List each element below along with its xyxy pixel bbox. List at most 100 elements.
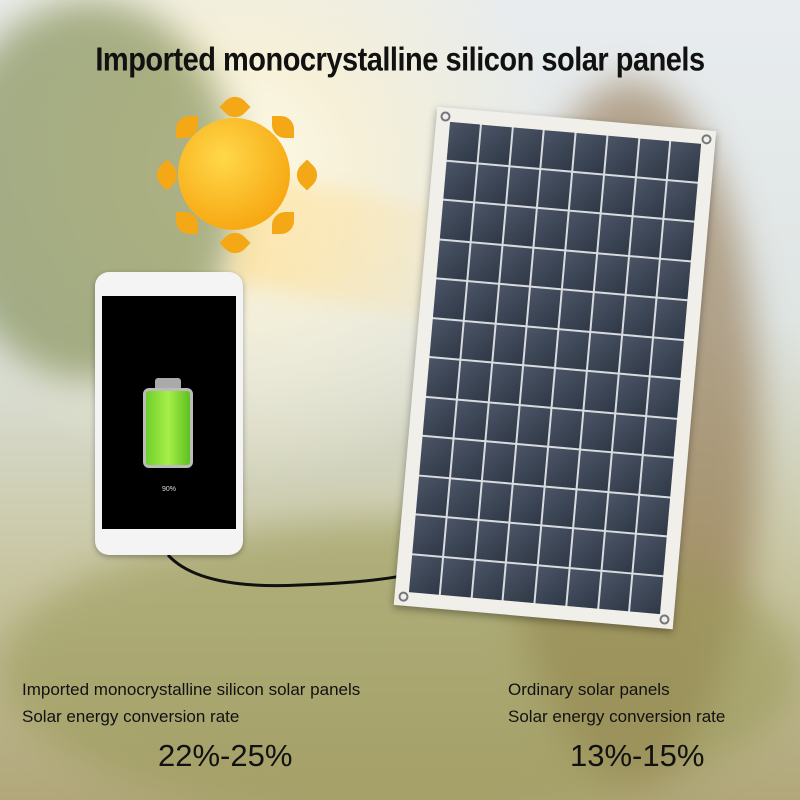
solar-cell [573, 132, 607, 173]
solar-cell [654, 298, 688, 339]
solar-cell [640, 456, 674, 497]
solar-cell [468, 242, 501, 283]
solar-cell [479, 481, 512, 522]
solar-cell [475, 520, 509, 561]
solar-cell [450, 439, 484, 480]
solar-cell [436, 239, 470, 280]
solar-cell [478, 124, 512, 165]
solar-cell [629, 217, 663, 258]
right-description: Ordinary solar panels Solar energy conve… [508, 676, 725, 730]
solar-cell [503, 206, 537, 247]
solar-cell [668, 141, 702, 182]
solar-cell [657, 259, 691, 300]
solar-cell [598, 571, 632, 612]
solar-cell [573, 489, 607, 530]
left-rate: 22%-25% [158, 738, 293, 773]
solar-cell [535, 565, 569, 606]
solar-cell [464, 282, 498, 323]
solar-cell [422, 397, 456, 438]
solar-cell [636, 138, 670, 179]
solar-cell [510, 484, 544, 525]
solar-cell [637, 495, 671, 536]
solar-cell [604, 135, 638, 176]
solar-cell [567, 568, 600, 609]
solar-cell [433, 279, 466, 320]
right-rate: 13%-15% [570, 738, 705, 773]
solar-cell [664, 180, 698, 221]
solar-cell [447, 478, 481, 519]
left-description: Imported monocrystalline silicon solar p… [22, 676, 360, 730]
solar-cell [647, 377, 681, 418]
solar-cell [408, 554, 442, 595]
battery-percent: 90% [161, 486, 176, 493]
right-line1: Ordinary solar panels [508, 680, 670, 699]
solar-cell [605, 492, 639, 533]
solar-cell [527, 287, 561, 328]
solar-cell [446, 121, 480, 162]
solar-cell [626, 256, 660, 297]
solar-cell [514, 445, 548, 485]
solar-cell [439, 200, 473, 241]
solar-cell [471, 203, 505, 244]
solar-cell [457, 360, 491, 401]
solar-cell [598, 214, 631, 255]
solar-cell [443, 161, 477, 202]
solar-cell [521, 366, 554, 407]
solar-cell [415, 476, 449, 517]
solar-cell [429, 318, 463, 359]
solar-cell [474, 164, 508, 204]
solar-cell [570, 529, 604, 570]
solar-cell [534, 208, 568, 249]
solar-cell [472, 560, 506, 601]
solar-cell [594, 253, 628, 294]
solar-cell [541, 130, 575, 171]
solar-panel [393, 106, 717, 630]
solar-cell [524, 326, 558, 367]
phone-screen: 90% [102, 296, 236, 529]
solar-cell [482, 442, 516, 483]
battery-icon [143, 388, 193, 468]
solar-cell [542, 487, 576, 528]
solar-cell [419, 436, 453, 477]
solar-cell [506, 166, 540, 207]
solar-cell [492, 324, 526, 365]
solar-cell [602, 532, 636, 572]
solar-cell [489, 363, 523, 404]
solar-cell [584, 371, 618, 412]
solar-cell [496, 284, 530, 325]
solar-cell [615, 374, 649, 415]
solar-cell [549, 408, 583, 449]
solar-cell [545, 447, 579, 488]
solar-cell [499, 245, 533, 286]
solar-cell [587, 332, 621, 373]
solar-cell [517, 405, 551, 446]
solar-cell [507, 523, 541, 564]
solar-cell [556, 329, 589, 370]
right-line2: Solar energy conversion rate [508, 707, 726, 726]
solar-cell [538, 526, 572, 567]
solar-cell [577, 450, 611, 491]
smartphone: 90% [95, 272, 243, 555]
solar-cell [566, 211, 600, 252]
solar-cell [609, 453, 642, 494]
solar-cell [531, 248, 565, 289]
solar-cell [538, 169, 572, 210]
solar-cell [661, 219, 695, 260]
solar-cell [612, 413, 646, 454]
solar-cell [591, 293, 625, 334]
solar-cell [461, 321, 495, 362]
solar-cells [408, 121, 702, 615]
left-line1: Imported monocrystalline silicon solar p… [22, 680, 361, 699]
solar-cell [622, 295, 656, 336]
solar-cell [601, 175, 635, 216]
solar-cell [569, 172, 603, 213]
solar-cell [454, 400, 488, 441]
solar-cell [580, 411, 614, 452]
left-line2: Solar energy conversion rate [22, 707, 240, 726]
solar-cell [650, 338, 684, 378]
solar-cell [510, 127, 543, 168]
solar-cell [426, 358, 460, 398]
solar-cell [633, 177, 667, 218]
headline: Imported monocrystalline silicon solar p… [95, 41, 705, 79]
